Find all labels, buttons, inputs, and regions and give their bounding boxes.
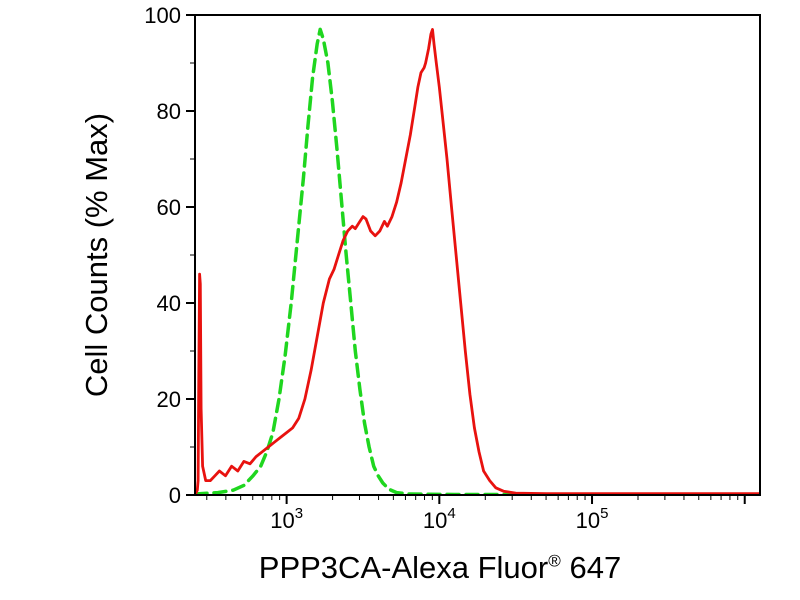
y-axis-title: Cell Counts (% Max) bbox=[79, 112, 114, 398]
y-tick-label: 80 bbox=[157, 99, 181, 124]
y-axis-ticks bbox=[186, 14, 195, 496]
y-tick-label: 0 bbox=[169, 483, 181, 508]
y-tick-label: 40 bbox=[157, 291, 181, 316]
y-tick-label: 20 bbox=[157, 387, 181, 412]
x-tick-label: 105 bbox=[576, 505, 609, 533]
x-axis-title: PPP3CA-Alexa Fluor® 647 bbox=[80, 550, 800, 586]
registered-trademark-symbol: ® bbox=[548, 551, 561, 571]
x-tick-label: 103 bbox=[270, 505, 303, 533]
x-axis-ticks bbox=[206, 495, 746, 504]
plot-frame bbox=[194, 14, 761, 496]
red-solid-ppp3ca-curve bbox=[195, 27, 760, 495]
x-axis-title-number: 647 bbox=[569, 550, 622, 585]
y-tick-label: 60 bbox=[157, 195, 181, 220]
x-axis-title-main: PPP3CA-Alexa Fluor bbox=[258, 550, 549, 585]
y-tick-label: 100 bbox=[144, 3, 181, 28]
green-dashed-control-curve bbox=[195, 27, 760, 495]
x-tick-label: 104 bbox=[423, 505, 456, 533]
